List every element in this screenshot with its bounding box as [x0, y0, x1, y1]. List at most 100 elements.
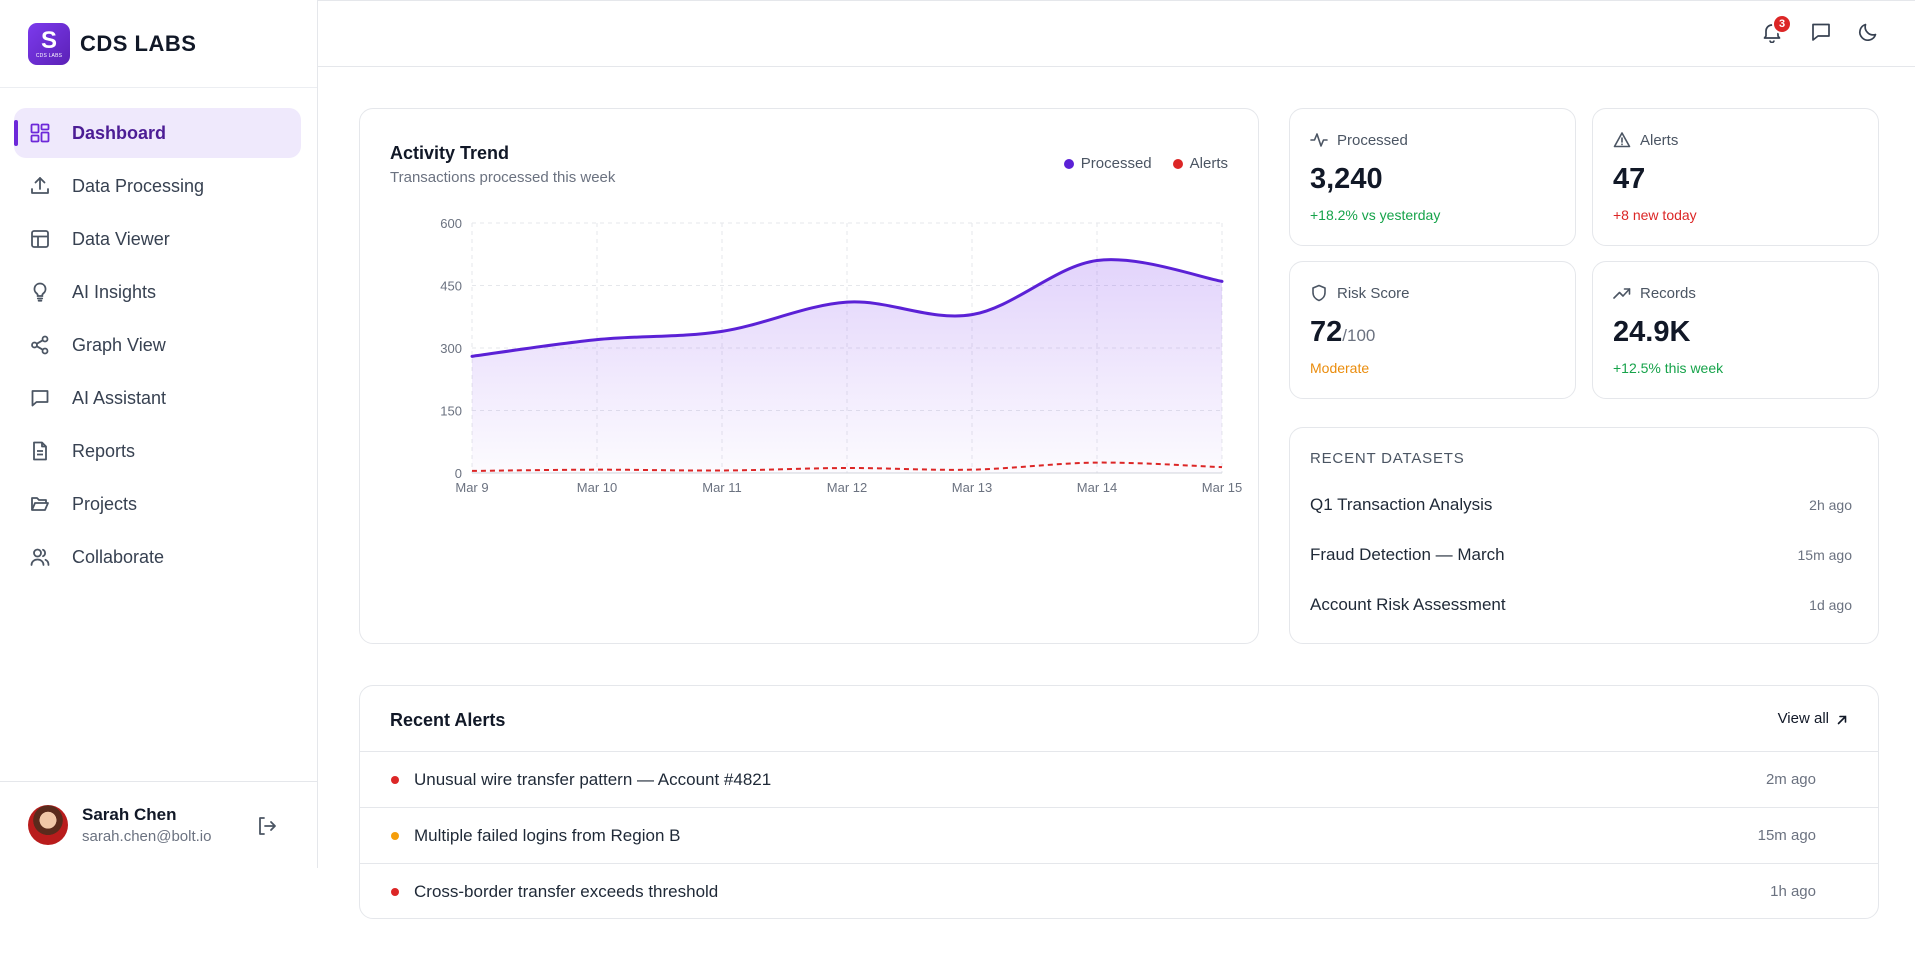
alert-row[interactable]: Cross-border transfer exceeds threshold … [360, 863, 1878, 919]
logout-icon[interactable] [256, 815, 278, 837]
stat-value: 3,240 [1310, 163, 1383, 196]
sidebar-item-label: Collaborate [72, 546, 165, 567]
recent-datasets-card: RECENT DATASETS Q1 Transaction Analysis … [1289, 427, 1879, 644]
legend-label: Alerts [1189, 155, 1228, 172]
recent-alerts-title: Recent Alerts [390, 710, 506, 730]
stat-note: +12.5% this week [1613, 360, 1724, 376]
user-email: sarah.chen@bolt.io [82, 828, 212, 845]
stat-number: 24.9K [1613, 316, 1691, 348]
sidebar-item-ai-insights[interactable]: AI Insights [14, 267, 301, 317]
y-tick-label: 450 [440, 279, 462, 294]
dataset-name: Account Risk Assessment [1310, 595, 1506, 614]
stat-card-records: Records 24.9K +12.5% this week [1592, 261, 1879, 399]
sidebar-item-label: AI Assistant [72, 387, 167, 408]
logo-letter: S [40, 26, 57, 54]
y-tick-label: 150 [440, 404, 462, 419]
shield-icon [1310, 284, 1328, 302]
notification-badge: 3 [1772, 14, 1792, 34]
legend-swatch [1172, 158, 1183, 169]
alert-time: 15m ago [1757, 827, 1816, 844]
stat-card-alerts: Alerts 47 +8 new today [1592, 108, 1879, 246]
stat-label: Processed [1337, 131, 1408, 149]
sidebar-item-label: AI Insights [72, 281, 157, 302]
sidebar-item-data-viewer[interactable]: Data Viewer [14, 214, 301, 264]
message-icon[interactable] [1810, 21, 1832, 43]
document-icon [29, 440, 51, 462]
severity-dot [391, 775, 399, 784]
severity-dot [391, 831, 399, 840]
user-name: Sarah Chen [82, 805, 177, 824]
y-tick-label: 600 [440, 216, 462, 231]
stat-number: 3,240 [1310, 163, 1383, 195]
sidebar-item-reports[interactable]: Reports [14, 426, 301, 476]
y-tick-label: 300 [440, 341, 462, 356]
stat-header: Processed [1310, 131, 1408, 149]
folder-open-icon [29, 493, 51, 515]
legend-item-alerts: Alerts [1172, 155, 1228, 172]
x-tick-label: Mar 9 [455, 480, 488, 495]
x-tick-label: Mar 14 [1077, 480, 1117, 495]
dataset-item[interactable]: Q1 Transaction Analysis 2h ago [1310, 490, 1852, 520]
logo-subtext: CDS LABS [35, 52, 63, 59]
x-tick-label: Mar 12 [827, 480, 867, 495]
alert-text: Multiple failed logins from Region B [414, 825, 681, 845]
dashboard-icon [29, 122, 51, 144]
topbar [318, 0, 1915, 67]
stat-card-processed: Processed 3,240 +18.2% vs yesterday [1289, 108, 1576, 246]
stat-header: Risk Score [1310, 284, 1410, 302]
stat-value: 72/100 [1310, 316, 1375, 349]
sidebar-nav: Dashboard Data Processing Data Viewer AI… [0, 88, 317, 582]
alert-row[interactable]: Multiple failed logins from Region B 15m… [360, 807, 1878, 863]
sidebar-item-label: Data Processing [72, 175, 205, 196]
recent-alerts-card: Recent Alerts View all Unusual wire tran… [359, 685, 1879, 919]
stat-label: Risk Score [1337, 284, 1410, 302]
stat-value: 24.9K [1613, 316, 1690, 349]
dataset-item[interactable]: Account Risk Assessment 1d ago [1310, 590, 1852, 620]
alert-text: Cross-border transfer exceeds threshold [414, 881, 719, 901]
dataset-item[interactable]: Fraud Detection — March 15m ago [1310, 540, 1852, 570]
table-icon [29, 228, 51, 250]
dataset-time: 1d ago [1809, 597, 1852, 613]
sidebar-item-dashboard[interactable]: Dashboard [14, 108, 301, 158]
sidebar-item-graph-view[interactable]: Graph View [14, 320, 301, 370]
sidebar-item-label: Dashboard [72, 122, 167, 143]
sidebar-item-data-processing[interactable]: Data Processing [14, 161, 301, 211]
stat-number: 47 [1613, 163, 1646, 195]
dataset-name: Q1 Transaction Analysis [1310, 495, 1493, 514]
stat-suffix: /100 [1342, 326, 1376, 345]
activity-trend-card: Activity Trend Transactions processed th… [359, 108, 1259, 644]
stat-header: Records [1613, 284, 1696, 302]
alerts-line [471, 461, 1223, 472]
processed-area [472, 259, 1222, 473]
sidebar-item-projects[interactable]: Projects [14, 479, 301, 529]
users-icon [29, 546, 51, 568]
x-tick-label: Mar 10 [577, 480, 617, 495]
x-tick-label: Mar 13 [952, 480, 992, 495]
lightbulb-icon [29, 281, 51, 303]
sidebar-item-label: Projects [72, 493, 138, 514]
user-info: Sarah Chen sarah.chen@bolt.io [82, 805, 211, 845]
chart-title: Activity Trend [390, 143, 510, 163]
dataset-time: 2h ago [1809, 497, 1852, 513]
chart-legend: Processed Alerts [1043, 155, 1228, 172]
moon-icon[interactable] [1857, 21, 1879, 43]
stat-note: Moderate [1310, 360, 1370, 376]
sidebar-item-ai-assistant[interactable]: AI Assistant [14, 373, 301, 423]
activity-chart: 0 150 300 450 600 Mar 9 Mar 10 Mar 11 Mar 12 Mar … [440, 216, 1242, 495]
alert-time: 2m ago [1765, 771, 1816, 788]
stat-number: 72 [1310, 316, 1343, 348]
processed-line [470, 258, 1224, 358]
warning-icon [1613, 131, 1631, 149]
chart-subtitle: Transactions processed this week [390, 169, 616, 186]
alert-row[interactable]: Unusual wire transfer pattern — Account … [360, 751, 1878, 807]
x-tick-label: Mar 15 [1202, 480, 1242, 495]
severity-dot [391, 887, 399, 896]
brand[interactable]: S CDS LABS CDS LABS [0, 0, 317, 88]
alert-text: Unusual wire transfer pattern — Account … [414, 769, 772, 789]
legend-item-processed: Processed [1063, 155, 1152, 172]
brand-logo: S CDS LABS [28, 22, 70, 65]
sidebar-item-collaborate[interactable]: Collaborate [14, 532, 301, 582]
avatar[interactable] [28, 805, 68, 845]
view-all-link[interactable]: View all [1778, 710, 1848, 727]
